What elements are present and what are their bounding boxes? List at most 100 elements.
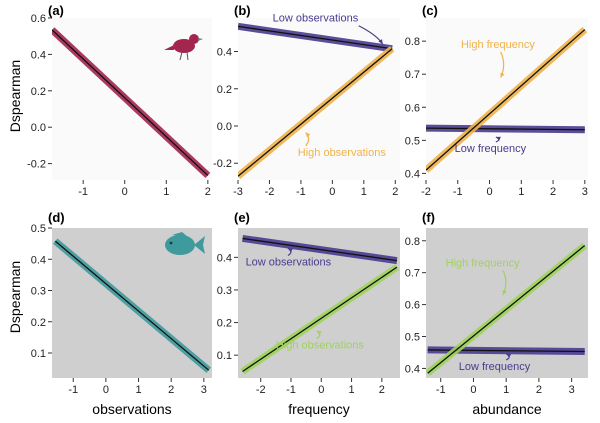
y-tick-label: 0.8 bbox=[405, 36, 420, 48]
annotation-arrowhead bbox=[500, 72, 505, 78]
x-tick-label: -1 bbox=[78, 186, 88, 198]
panel-f: (f) -1 0 1 2 3 0.4 0.5 0.6 0.7 0.8 High frequency Lo… bbox=[405, 210, 588, 417]
y-tick-label: 0.6 bbox=[31, 13, 46, 25]
y-tick-label: 0.2 bbox=[31, 317, 46, 329]
annotation-label: Low frequency bbox=[455, 143, 527, 155]
annotation-label: Low observations bbox=[273, 13, 359, 25]
y-tick-label: 0.4 bbox=[405, 168, 420, 180]
panel-e: (e) -2 -1 0 1 2 0.1 0.2 0.3 0.4 Low observations Hi… bbox=[217, 210, 400, 417]
annotation-label: Low frequency bbox=[459, 361, 531, 373]
annotation-arrowhead bbox=[287, 248, 293, 253]
panel-label: (d) bbox=[48, 210, 65, 225]
y-tick-label: 0.6 bbox=[405, 102, 420, 114]
y-tick-label: -0.2 bbox=[213, 158, 232, 170]
annotation-label: High observations bbox=[276, 340, 365, 352]
annotation-arrowhead bbox=[502, 290, 507, 296]
x-tick-label: 3 bbox=[582, 186, 588, 198]
y-tick-label: 0.0 bbox=[31, 122, 46, 134]
annotation-label: Low observations bbox=[246, 257, 332, 269]
series-line-purple bbox=[238, 25, 393, 50]
panel-label: (e) bbox=[234, 210, 250, 225]
series-group bbox=[238, 22, 395, 179]
x-tick-label: 1 bbox=[163, 186, 169, 198]
y-tick-label: 0.3 bbox=[31, 286, 46, 298]
series-line-gold bbox=[238, 48, 393, 177]
x-tick-label: -1 bbox=[68, 384, 78, 396]
x-tick-label: 3 bbox=[201, 384, 207, 396]
y-axis-title-bottom: Dspearman bbox=[7, 261, 23, 333]
x-tick-label: -2 bbox=[256, 384, 266, 396]
annotation-arrowhead bbox=[495, 136, 501, 141]
x-tick-label: -1 bbox=[286, 384, 296, 396]
annotation-arrowhead bbox=[316, 330, 322, 336]
x-tick-label: 0 bbox=[103, 384, 109, 396]
series-line-purple bbox=[242, 237, 398, 262]
series-line-teal bbox=[54, 240, 210, 371]
series-group bbox=[53, 238, 211, 373]
y-tick-label: 0.5 bbox=[31, 223, 46, 235]
y-axis-title-top: Dspearman bbox=[7, 60, 23, 132]
x-tick-label: -1 bbox=[436, 384, 446, 396]
series-line-magenta bbox=[52, 29, 209, 176]
panel-c: (c) -2 -1 0 1 2 3 0.4 0.5 0.6 0.7 0.8 High frequency… bbox=[405, 3, 588, 198]
panel-grid: (a) -1 0 1 2 -0.2 0.0 0.2 0.4 0.6 (b) -3 -2 -1 0 1 2 -0.2… bbox=[27, 3, 588, 417]
x-tick-label: 2 bbox=[536, 384, 542, 396]
panel-b: (b) -3 -2 -1 0 1 2 -0.2 0.0 0.2 0.4 Low observation… bbox=[213, 3, 400, 198]
x-tick-label: 2 bbox=[205, 186, 211, 198]
y-tick-label: 0.3 bbox=[217, 285, 232, 297]
x-tick-label: 0 bbox=[329, 186, 335, 198]
x-tick-label: 2 bbox=[392, 186, 398, 198]
y-tick-label: 0.4 bbox=[405, 363, 420, 375]
panel-label: (f) bbox=[422, 210, 435, 225]
y-tick-label: 0.2 bbox=[31, 86, 46, 98]
x-tick-label: 1 bbox=[503, 384, 509, 396]
series-line-gold bbox=[426, 29, 586, 171]
series-line-green bbox=[242, 266, 398, 373]
x-axis-title: frequency bbox=[288, 401, 349, 417]
x-tick-label: 2 bbox=[379, 384, 385, 396]
panel-label: (a) bbox=[48, 3, 64, 18]
x-axis-title: observations bbox=[92, 401, 171, 417]
y-tick-label: 0.8 bbox=[405, 236, 420, 248]
x-tick-label: 2 bbox=[168, 384, 174, 396]
x-tick-label: -1 bbox=[453, 186, 463, 198]
x-tick-label: 0 bbox=[486, 186, 492, 198]
x-tick-label: -1 bbox=[296, 186, 306, 198]
series-line-purple bbox=[426, 127, 585, 131]
y-tick-label: 0.2 bbox=[217, 318, 232, 330]
bird-silhouette-icon bbox=[164, 34, 203, 61]
series-group bbox=[52, 27, 211, 179]
panel-d: (d) -1 0 1 2 3 0.1 0.2 0.3 0.4 0.5 observations bbox=[31, 210, 212, 417]
x-tick-label: -2 bbox=[421, 186, 431, 198]
series-group bbox=[240, 234, 399, 375]
y-tick-label: 0.5 bbox=[405, 135, 420, 147]
x-tick-label: 2 bbox=[550, 186, 556, 198]
x-tick-label: 1 bbox=[361, 186, 367, 198]
x-tick-label: -3 bbox=[233, 186, 243, 198]
x-tick-label: 3 bbox=[569, 384, 575, 396]
panel-label: (b) bbox=[234, 3, 251, 18]
x-tick-label: 0 bbox=[318, 384, 324, 396]
y-tick-label: 0.4 bbox=[31, 49, 46, 61]
annotation-label: High frequency bbox=[461, 39, 535, 51]
y-tick-label: 0.1 bbox=[31, 348, 46, 360]
series-line-green bbox=[427, 245, 586, 374]
panel-label: (c) bbox=[422, 3, 438, 18]
y-tick-label: 0.0 bbox=[217, 121, 232, 133]
fish-silhouette-icon bbox=[165, 232, 205, 255]
annotation-arrowhead bbox=[506, 353, 512, 358]
y-tick-label: 0.4 bbox=[217, 47, 232, 59]
y-tick-label: 0.4 bbox=[31, 254, 46, 266]
series-group bbox=[426, 26, 588, 173]
panel-a: (a) -1 0 1 2 -0.2 0.0 0.2 0.4 0.6 bbox=[27, 3, 212, 198]
y-tick-label: -0.2 bbox=[27, 159, 46, 171]
annotation-label: High frequency bbox=[446, 257, 520, 269]
y-tick-label: 0.1 bbox=[217, 350, 232, 362]
y-tick-label: 0.6 bbox=[405, 300, 420, 312]
x-tick-label: 0 bbox=[122, 186, 128, 198]
y-tick-label: 0.7 bbox=[405, 268, 420, 280]
x-axis-title: abundance bbox=[472, 401, 542, 417]
y-tick-label: 0.4 bbox=[217, 252, 232, 264]
x-tick-label: 1 bbox=[135, 384, 141, 396]
